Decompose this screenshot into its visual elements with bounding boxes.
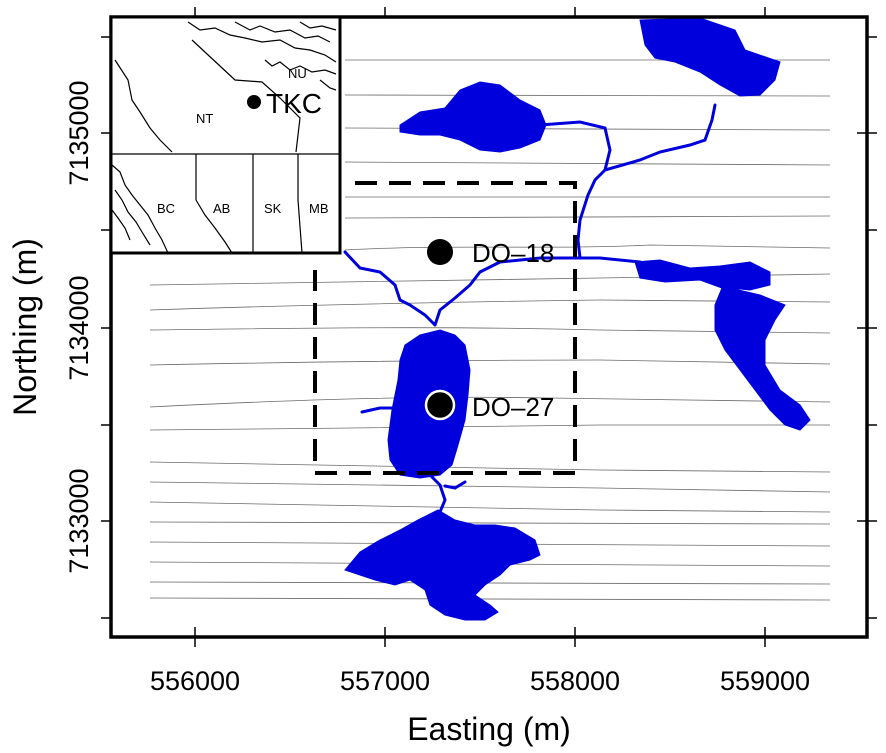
site-label-do-18: DO–18 bbox=[472, 238, 554, 268]
x-tick-label: 558000 bbox=[530, 666, 620, 696]
x-tick-label: 559000 bbox=[720, 666, 810, 696]
map-frame bbox=[109, 15, 869, 639]
lake-north bbox=[399, 81, 547, 153]
x-tick-label: 556000 bbox=[150, 666, 240, 696]
inset-region-label: NU bbox=[288, 66, 307, 81]
y-tick-label: 7134000 bbox=[64, 275, 94, 380]
y-ticks bbox=[101, 36, 877, 619]
y-tick-label: 7135000 bbox=[64, 80, 94, 185]
inset-region-label: SK bbox=[264, 201, 282, 216]
x-tick-label: 557000 bbox=[340, 666, 430, 696]
x-ticks bbox=[194, 7, 766, 647]
site-marker-do-18 bbox=[427, 239, 453, 265]
y-tick-label: 7133000 bbox=[64, 468, 94, 573]
streams bbox=[343, 103, 717, 514]
site-marker-do-27 bbox=[424, 389, 456, 421]
study-area-box bbox=[313, 181, 577, 475]
inset-region-label: MB bbox=[309, 201, 329, 216]
lakes bbox=[344, 17, 811, 621]
y-axis-label: Northing (m) bbox=[7, 238, 43, 416]
x-axis-label: Easting (m) bbox=[407, 711, 571, 747]
inset-marker-label: TKC bbox=[266, 88, 322, 119]
lake-south bbox=[344, 509, 541, 621]
inset-region-label: BC bbox=[157, 201, 175, 216]
lake-east bbox=[634, 259, 811, 431]
inset-map bbox=[109, 15, 342, 255]
inset-region-label: AB bbox=[213, 201, 230, 216]
lake-northeast bbox=[639, 17, 781, 97]
tkc-marker bbox=[247, 95, 261, 109]
site-label-do-27: DO–27 bbox=[472, 392, 554, 422]
inset-region-label: NT bbox=[196, 111, 213, 126]
